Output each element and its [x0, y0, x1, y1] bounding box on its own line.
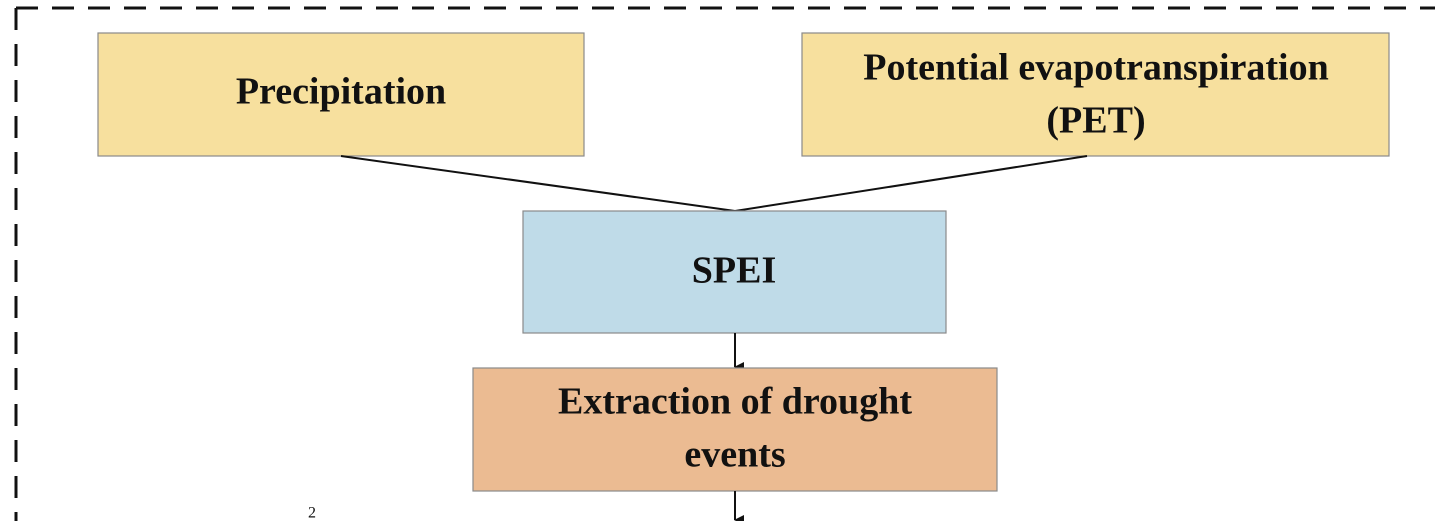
pet-box: [801, 32, 1390, 157]
edge: [734, 155, 1088, 212]
node-label: Potential evapotranspiration: [863, 47, 1328, 89]
dashed-frame: [14, 6, 1435, 521]
node-label: (PET): [1046, 100, 1145, 142]
node-label: SPEI: [692, 250, 776, 292]
node-label: Precipitation: [236, 71, 446, 113]
cut-off-fragment: 2: [308, 505, 316, 521]
node-label: events: [684, 434, 785, 476]
edge: [340, 155, 736, 212]
extraction-box: [472, 367, 998, 492]
node-label: Extraction of drought: [558, 381, 912, 423]
